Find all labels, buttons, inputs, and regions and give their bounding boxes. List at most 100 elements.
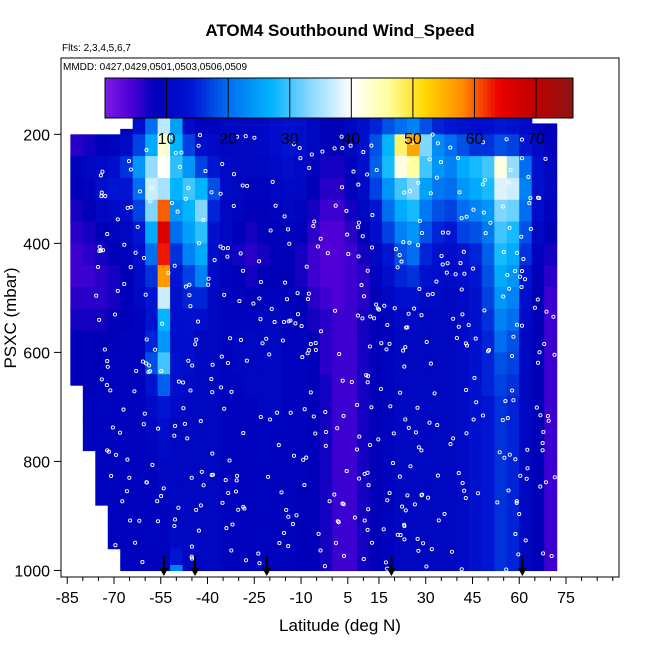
sample-point: [504, 137, 509, 142]
sample-point: [177, 164, 182, 170]
sample-point: [189, 475, 194, 480]
heat-cell: [419, 548, 433, 566]
heat-cell: [182, 565, 196, 572]
heat-cell: [207, 439, 221, 463]
sample-point: [223, 478, 228, 483]
sample-point: [464, 214, 469, 219]
sample-point: [240, 268, 246, 273]
heat-cell: [506, 505, 520, 528]
heat-cell: [469, 526, 483, 550]
sample-point: [266, 474, 271, 479]
sample-point: [201, 483, 206, 488]
heat-cell: [382, 308, 396, 332]
sample-point: [390, 461, 396, 466]
heat-cell: [207, 461, 221, 484]
heat-cell: [244, 243, 258, 266]
profile-arrow: [190, 556, 200, 576]
sample-point: [385, 322, 390, 328]
heat-cell: [369, 417, 383, 441]
heat-cell: [170, 330, 184, 353]
sample-point: [163, 169, 168, 174]
sample-point: [367, 442, 373, 448]
sample-point: [540, 441, 545, 446]
heat-cell: [319, 439, 333, 463]
heat-cell: [244, 199, 258, 223]
sample-point: [372, 316, 377, 321]
colorbar-swatch: [331, 78, 336, 118]
heat-cell: [257, 352, 271, 375]
heat-cell: [195, 483, 209, 506]
sample-point: [122, 281, 127, 287]
colorbar-swatch: [155, 78, 161, 118]
heat-cell: [95, 330, 109, 353]
sample-point: [474, 400, 479, 405]
heat-cell: [269, 505, 283, 528]
heat-cell: [469, 134, 483, 157]
heat-cell: [431, 483, 446, 506]
heat-cell: [232, 286, 246, 310]
sample-point: [368, 314, 373, 319]
heat-cell: [531, 134, 545, 157]
heat-cell: [332, 565, 346, 572]
sample-point: [95, 264, 101, 270]
heat-cell: [294, 526, 308, 550]
heat-cell: [70, 134, 84, 157]
heat-cell: [132, 308, 146, 332]
sample-point: [306, 291, 311, 296]
sample-point: [540, 448, 545, 453]
sample-point: [113, 543, 118, 548]
heat-cell: [519, 505, 533, 528]
heat-cell: [257, 134, 271, 157]
sample-point: [144, 148, 149, 153]
heat-cell: [382, 199, 396, 223]
heat-cell: [407, 221, 421, 244]
heat-cell: [107, 134, 121, 157]
colorbar-swatch: [167, 78, 172, 118]
heat-cell: [431, 199, 446, 223]
sample-point: [525, 466, 530, 471]
sample-point: [365, 527, 370, 532]
sample-point: [159, 369, 164, 374]
sample-point: [535, 297, 540, 302]
sample-point: [109, 473, 114, 478]
heat-cell: [344, 417, 358, 441]
sample-point: [240, 183, 245, 188]
heat-cell: [531, 156, 545, 179]
heat-cell: [394, 221, 408, 244]
heat-cell: [219, 308, 234, 332]
heat-cell: [257, 265, 271, 288]
heat-cell: [132, 526, 146, 550]
sample-point: [488, 220, 493, 225]
heat-cell: [494, 286, 508, 310]
heat-cell: [170, 526, 184, 550]
heat-cell: [369, 243, 383, 266]
heat-cell: [307, 243, 321, 266]
heat-cell: [182, 439, 196, 463]
sample-point: [519, 137, 525, 142]
colorbar-swatch: [491, 78, 496, 118]
sample-point: [305, 297, 310, 302]
heat-cell: [494, 177, 508, 201]
sample-point: [222, 406, 227, 411]
colorbar-swatch: [198, 78, 203, 118]
sample-point: [442, 511, 447, 516]
sample-point: [549, 553, 554, 559]
profile-arrow: [159, 556, 169, 576]
colorbar-swatch: [545, 78, 551, 118]
colorbar-swatch: [514, 78, 519, 118]
sample-point: [523, 538, 528, 543]
heat-cell: [120, 483, 134, 506]
heat-cell: [519, 308, 533, 332]
heat-cell: [344, 243, 358, 266]
sample-point: [295, 291, 300, 296]
colorbar-swatch: [378, 78, 383, 118]
heat-cell: [444, 199, 458, 223]
heat-cell: [257, 548, 271, 566]
heat-cell: [120, 199, 134, 223]
heat-cell: [344, 265, 358, 288]
heat-cell: [120, 526, 134, 550]
heat-cell: [145, 352, 159, 375]
heat-cell: [506, 156, 520, 179]
sample-point: [189, 544, 194, 549]
heat-cell: [257, 330, 271, 353]
